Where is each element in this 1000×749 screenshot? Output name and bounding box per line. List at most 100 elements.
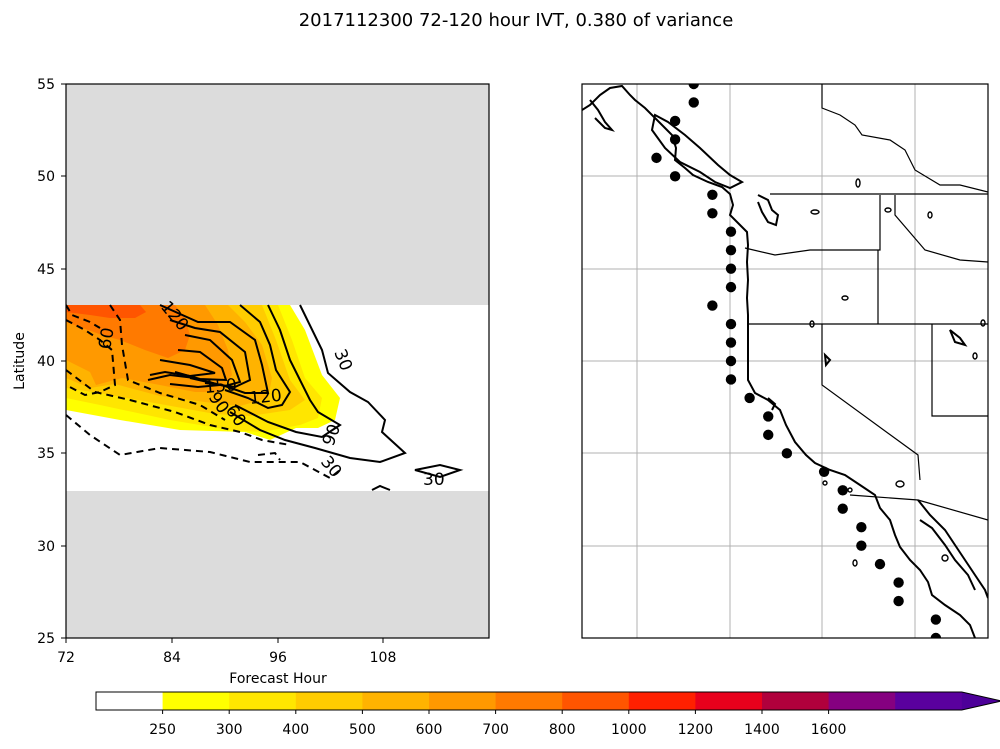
contour-solid-30-offshore bbox=[414, 463, 464, 479]
colorbar-segment bbox=[895, 692, 963, 710]
right-axes-frame bbox=[581, 83, 989, 639]
colorbar-segment bbox=[96, 692, 164, 710]
canada-coast-north bbox=[821, 84, 988, 193]
station-point bbox=[893, 577, 904, 588]
colorbar: 250 300 400 500 600 700 800 1000 1200 1400 1600 bbox=[95, 691, 1000, 738]
contour-label: 30 bbox=[423, 470, 445, 490]
station-point bbox=[688, 97, 699, 108]
lake bbox=[884, 207, 892, 213]
station-point bbox=[837, 503, 848, 514]
colorbar-segment bbox=[429, 692, 497, 710]
y-tick-label: 25 bbox=[37, 631, 55, 647]
colorbar-segment bbox=[295, 692, 363, 710]
y-tick-label: 40 bbox=[37, 354, 55, 370]
station-point bbox=[725, 355, 737, 367]
pacific-coastline bbox=[582, 84, 976, 638]
station-point bbox=[874, 558, 886, 570]
puget-sound bbox=[757, 194, 780, 227]
contour-label: 120 bbox=[248, 386, 282, 409]
lake bbox=[809, 320, 815, 328]
boundaries bbox=[744, 84, 988, 521]
colorbar-extend-arrow bbox=[961, 692, 1000, 710]
colorbar-label: 600 bbox=[416, 722, 443, 738]
contour-solid-60 bbox=[234, 304, 342, 439]
station-point bbox=[669, 171, 681, 182]
colorbar-label: 400 bbox=[282, 722, 309, 738]
contour-solid-30-edge bbox=[371, 484, 391, 491]
map-panel bbox=[581, 83, 989, 639]
contour-solid-240 bbox=[147, 373, 221, 389]
x-tick-label: 84 bbox=[163, 650, 181, 666]
ivt-contour-lines bbox=[66, 304, 464, 491]
station-point bbox=[837, 485, 848, 496]
y-tick-label: 45 bbox=[37, 262, 55, 278]
lake bbox=[972, 352, 978, 360]
station-point bbox=[725, 263, 737, 274]
colorbar-label: 800 bbox=[549, 722, 576, 738]
station-point bbox=[707, 208, 718, 219]
y-tick-label: 55 bbox=[37, 77, 55, 93]
sf-bay bbox=[767, 397, 777, 411]
fill-level-800 bbox=[66, 305, 146, 318]
island bbox=[852, 559, 858, 567]
station-points bbox=[651, 84, 942, 638]
colorbar-segment bbox=[762, 692, 830, 710]
station-point bbox=[781, 448, 793, 459]
colorbar-segment bbox=[229, 692, 297, 710]
lake bbox=[941, 554, 949, 562]
contour-solid-120a bbox=[159, 304, 270, 394]
colorbar-segment bbox=[362, 692, 430, 710]
baja-coastline bbox=[917, 499, 988, 599]
contour-solid-90 bbox=[224, 304, 292, 410]
colorbar-labels: 250 300 400 500 600 700 800 1000 1200 1400 1600 bbox=[149, 710, 846, 738]
station-point bbox=[725, 245, 737, 256]
station-point bbox=[725, 337, 737, 348]
contour-solid-120b bbox=[169, 319, 252, 389]
great-salt-lake bbox=[949, 329, 968, 347]
coastline bbox=[582, 84, 988, 638]
y-tick-label: 50 bbox=[37, 169, 55, 185]
colorbar-segment bbox=[628, 692, 696, 710]
colorbar-label: 250 bbox=[149, 722, 176, 738]
y-axis-label: Latitude bbox=[12, 332, 28, 390]
lake bbox=[841, 295, 849, 301]
colorbar-boxes bbox=[95, 691, 1000, 711]
x-tick-label: 108 bbox=[370, 650, 397, 666]
lake bbox=[895, 480, 905, 488]
station-point bbox=[725, 374, 737, 385]
contour-solid-210 bbox=[149, 359, 216, 378]
lake-tahoe bbox=[823, 352, 832, 368]
station-point bbox=[930, 632, 942, 638]
station-point bbox=[930, 614, 942, 625]
lakes bbox=[809, 178, 986, 567]
station-point bbox=[725, 318, 737, 330]
colorbar-outline bbox=[95, 691, 1000, 711]
station-point bbox=[707, 300, 718, 311]
lake bbox=[927, 211, 933, 219]
negative-contours bbox=[66, 304, 341, 480]
colorbar-label: 700 bbox=[482, 722, 509, 738]
colorbar-label: 1400 bbox=[744, 722, 780, 738]
lake bbox=[980, 319, 986, 327]
station-point bbox=[669, 115, 681, 127]
colorbar-label: 300 bbox=[216, 722, 243, 738]
contour-label: 150 bbox=[204, 375, 238, 398]
station-point bbox=[763, 429, 774, 441]
contour-dashed-30-upper bbox=[66, 304, 101, 329]
station-point bbox=[818, 466, 830, 477]
station-point bbox=[688, 84, 699, 90]
vancouver-island bbox=[650, 113, 745, 190]
x-axis-label: Forecast Hour bbox=[229, 671, 327, 687]
state-border-id-mt bbox=[894, 195, 988, 263]
island bbox=[822, 480, 828, 486]
x-axis: 72 84 96 108 Forecast Hour bbox=[57, 638, 396, 687]
station-point bbox=[707, 189, 718, 200]
contour-dashed-60 bbox=[66, 369, 291, 446]
x-tick-label: 96 bbox=[269, 650, 287, 666]
station-point bbox=[893, 595, 904, 607]
colorbar-segment bbox=[828, 692, 896, 710]
contour-label: 60 bbox=[95, 326, 118, 351]
colorbar-segment bbox=[562, 692, 630, 710]
colorbar-segment bbox=[695, 692, 763, 710]
